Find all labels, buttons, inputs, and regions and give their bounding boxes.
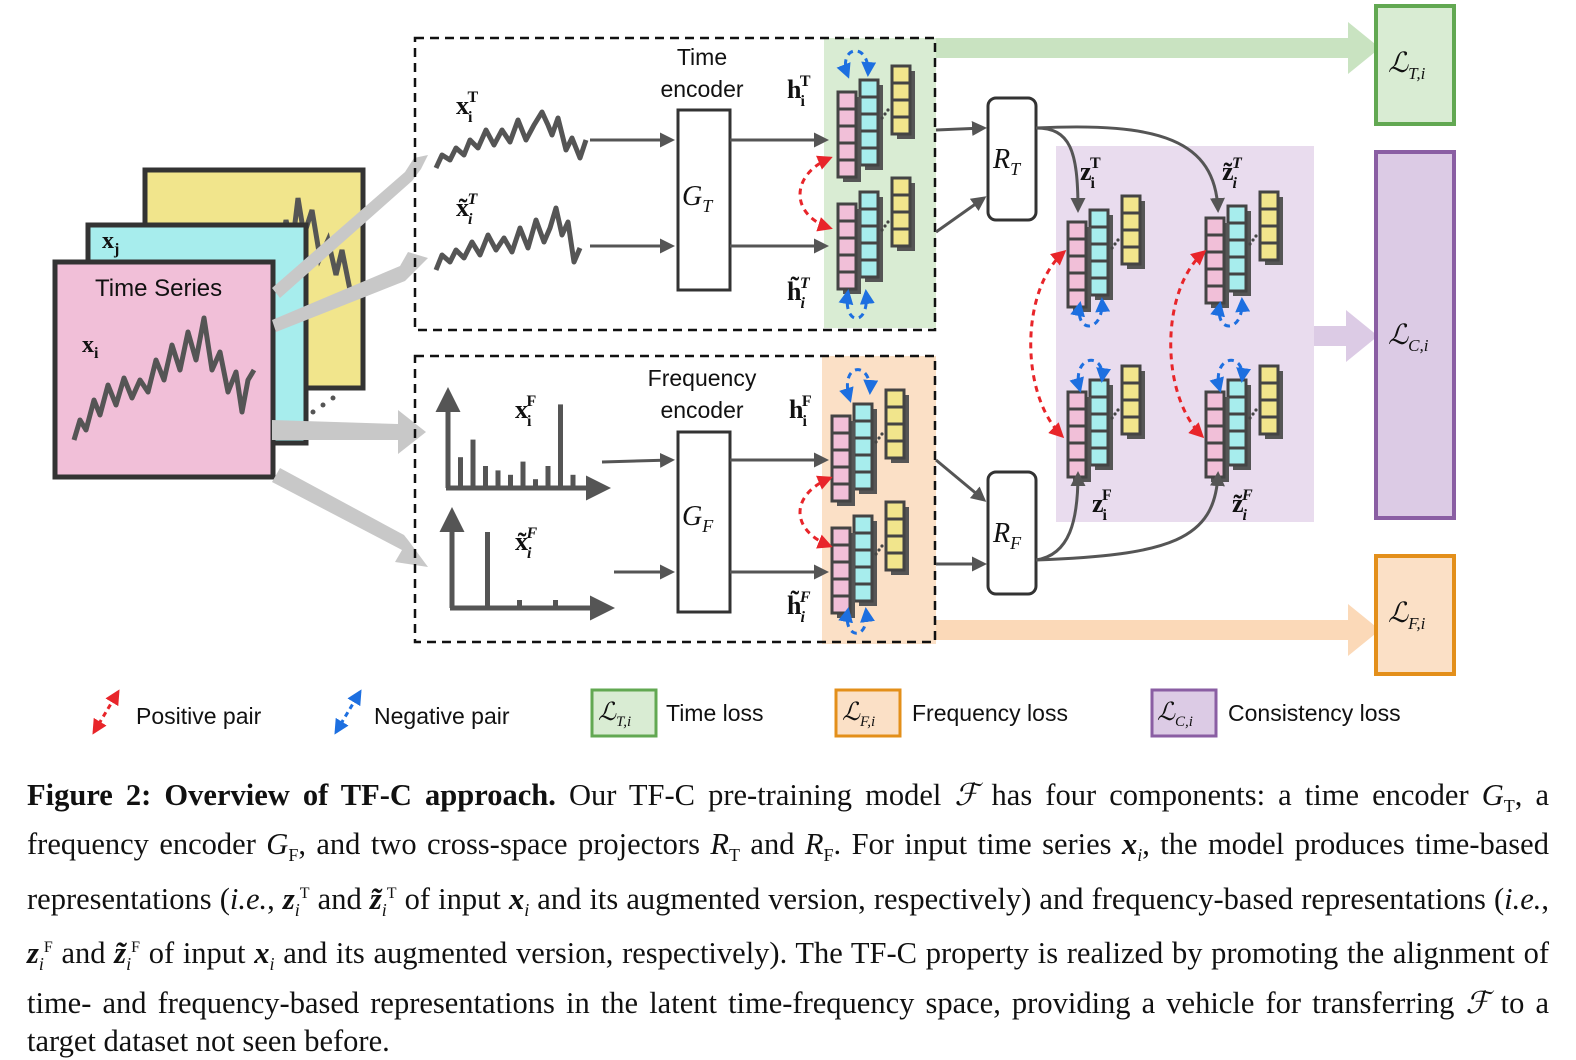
embedding-stack-zf-aug	[1204, 364, 1283, 482]
frequency-encoder-title-line1: Frequency	[648, 365, 757, 391]
spectrum-bar	[458, 457, 463, 488]
xj-label: xj	[102, 228, 119, 258]
input-arrows	[272, 155, 428, 567]
zf-aug-label: z̃iF	[1232, 487, 1253, 524]
embedding-stack-ht	[836, 64, 915, 182]
time-loss-box: ℒT,i	[1374, 4, 1456, 126]
time-series-stack: xj Time Series xi	[52, 167, 366, 480]
spectrum-bar	[517, 600, 522, 608]
frequency-projector	[986, 470, 1038, 596]
gt-label: GT	[682, 181, 714, 216]
positive-pair-icon	[92, 689, 120, 735]
zt-label: ziT	[1080, 155, 1101, 192]
zf-label: ziF	[1092, 487, 1112, 524]
negative-pair-icon	[334, 689, 362, 735]
tfc-overview-diagram: xj Time Series xi Time encoder GT xiT x̃…	[52, 4, 1456, 738]
xt-label: xiT	[456, 89, 478, 126]
time-encoder-title-line1: Time	[677, 44, 727, 70]
legend-time-loss-symbol: ℒT,i	[598, 699, 631, 730]
time-series-signal	[71, 315, 257, 441]
spectrum-bar	[483, 466, 488, 488]
legend-consistency-loss-symbol: ℒC,i	[1157, 699, 1193, 730]
spectrum-bar	[520, 461, 526, 488]
xt-aug-label: x̃iT	[456, 191, 478, 228]
legend-positive-pair: Positive pair	[136, 703, 262, 729]
embedding-stack-ht-aug	[836, 176, 915, 294]
legend-frequency-loss: Frequency loss	[912, 700, 1068, 726]
spectrum-bar	[495, 470, 501, 488]
legend-time-loss: Time loss	[666, 700, 764, 726]
frequency-encoder-box	[676, 430, 732, 614]
xf-spectrum	[435, 387, 611, 501]
time-encoder-box	[676, 108, 732, 292]
frequency-loss-box: ℒF,i	[1374, 554, 1456, 676]
caption-label: Figure 2: Overview of TF-C approach.	[27, 778, 556, 812]
xf-aug-spectrum	[439, 507, 615, 621]
xt-aug-signal	[433, 205, 583, 271]
xi-label: xi	[82, 332, 99, 362]
gf-label: GF	[682, 501, 714, 536]
spectrum-bar	[558, 404, 563, 488]
figure-caption: Figure 2: Overview of TF-C approach. Our…	[27, 778, 1549, 1058]
spectrum-bar	[485, 532, 490, 608]
spectrum-bar	[470, 439, 476, 488]
latent-labels: ziT z̃iT ziF z̃iF	[1080, 155, 1253, 524]
consistency-loss-box: ℒC,i	[1374, 150, 1456, 520]
frequency-encoder-title-line2: encoder	[660, 397, 743, 423]
rf-label: RF	[992, 518, 1022, 553]
hf-aug-label: h̃iF	[787, 589, 811, 626]
xf-aug-label: x̃iF	[515, 525, 537, 562]
zt-aug-label: z̃iT	[1222, 155, 1243, 192]
time-projector	[986, 96, 1038, 222]
legend: Positive pair Negative pair ℒT,i Time lo…	[92, 688, 1401, 738]
rt-label: RT	[992, 144, 1022, 179]
hf-label: hiF	[789, 393, 812, 430]
time-series-title: Time Series	[95, 275, 222, 302]
frequency-loss-symbol: ℒF,i	[1388, 598, 1426, 633]
embedding-stack-hf	[830, 388, 909, 506]
legend-consistency-loss: Consistency loss	[1228, 700, 1401, 726]
frequency-loss-flow	[936, 604, 1380, 656]
time-loss-symbol: ℒT,i	[1388, 48, 1426, 83]
legend-frequency-loss-symbol: ℒF,i	[842, 699, 875, 730]
time-loss-flow	[936, 22, 1380, 74]
spectrum-bar	[533, 479, 538, 488]
xf-label: xiF	[515, 393, 536, 430]
consistency-loss-symbol: ℒC,i	[1388, 320, 1429, 355]
time-encoder-title-line2: encoder	[660, 76, 743, 102]
legend-negative-pair: Negative pair	[374, 703, 510, 729]
projectors: RT RF	[935, 96, 1225, 596]
spectrum-bar	[553, 600, 558, 608]
consistency-loss-flow	[1314, 310, 1378, 362]
ht-label: hiT	[787, 73, 811, 110]
ht-aug-label: h̃iT	[787, 275, 811, 312]
embedding-stack-zt-aug	[1204, 190, 1283, 308]
spectrum-bar	[570, 474, 576, 488]
spectrum-bar	[545, 466, 551, 488]
xt-signal	[433, 109, 589, 170]
pair-arrows	[798, 49, 1252, 635]
spectrum-bar	[508, 474, 513, 488]
